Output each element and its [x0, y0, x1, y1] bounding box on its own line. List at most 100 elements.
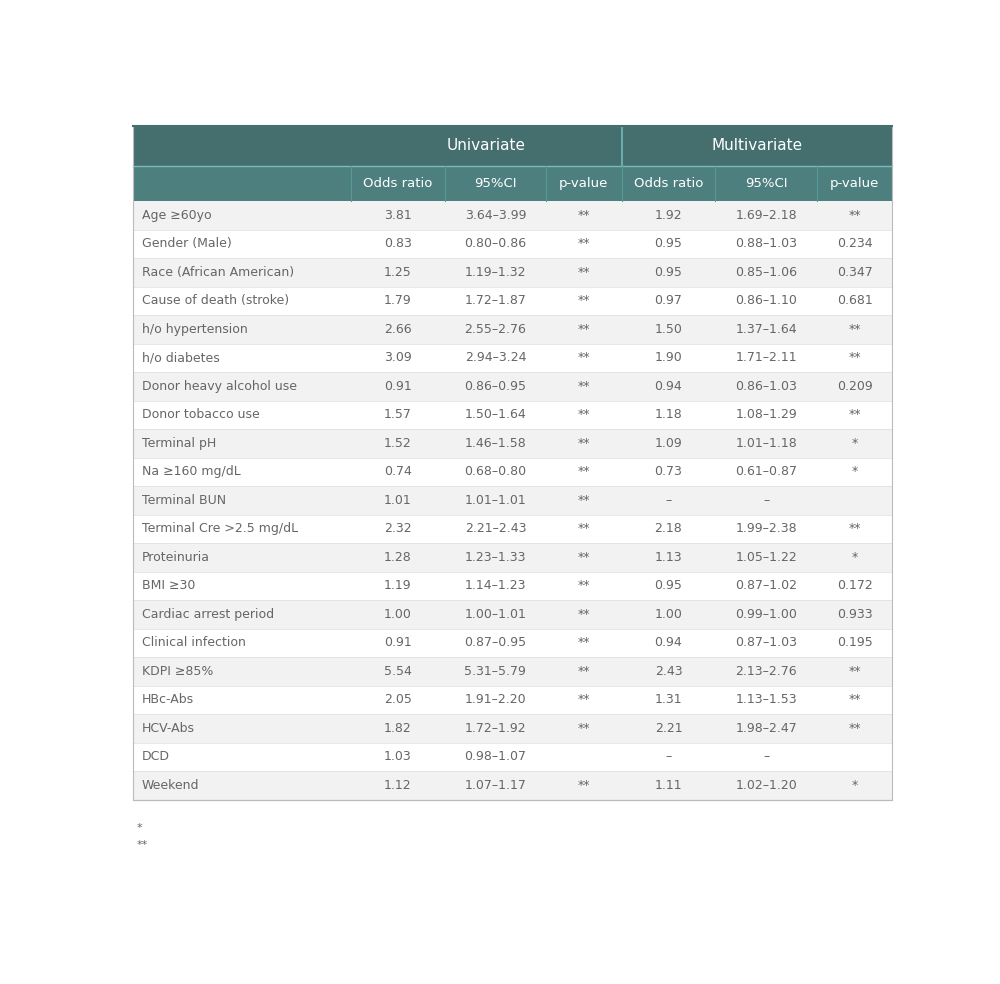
Text: HCV-Abs: HCV-Abs — [142, 722, 195, 735]
Text: 1.79: 1.79 — [384, 294, 412, 307]
Bar — [133, 166, 892, 202]
Text: 1.31: 1.31 — [655, 694, 682, 707]
Text: Proteinuria: Proteinuria — [142, 551, 210, 564]
Text: **: ** — [578, 266, 590, 279]
Text: 1.91–2.20: 1.91–2.20 — [465, 694, 526, 707]
Bar — [133, 486, 892, 515]
Text: 2.13–2.76: 2.13–2.76 — [735, 665, 797, 678]
Text: Odds ratio: Odds ratio — [634, 177, 703, 190]
Text: **: ** — [578, 209, 590, 222]
Text: **: ** — [848, 665, 861, 678]
Text: **: ** — [578, 351, 590, 364]
Text: 0.234: 0.234 — [837, 237, 872, 251]
Text: **: ** — [848, 408, 861, 421]
Text: Age ≥60yo: Age ≥60yo — [142, 209, 212, 222]
Text: 0.87–0.95: 0.87–0.95 — [464, 637, 526, 649]
Text: 2.05: 2.05 — [384, 694, 412, 707]
Text: 1.98–2.47: 1.98–2.47 — [735, 722, 797, 735]
Text: *: * — [137, 823, 142, 832]
Bar — [133, 515, 892, 543]
Text: 1.72–1.87: 1.72–1.87 — [464, 294, 526, 307]
Text: *: * — [851, 437, 858, 450]
Text: **: ** — [848, 209, 861, 222]
Text: BMI ≥30: BMI ≥30 — [142, 580, 195, 592]
Text: 0.86–0.95: 0.86–0.95 — [464, 380, 526, 393]
Bar — [133, 657, 892, 686]
Text: –: – — [665, 750, 672, 764]
Text: 95%CI: 95%CI — [474, 177, 517, 190]
Text: p-value: p-value — [830, 177, 879, 190]
Text: **: ** — [578, 722, 590, 735]
Text: 0.95: 0.95 — [655, 266, 682, 279]
Text: 1.28: 1.28 — [384, 551, 412, 564]
Text: 0.73: 0.73 — [655, 465, 682, 478]
Text: 1.00–1.01: 1.00–1.01 — [464, 608, 526, 621]
Text: 0.80–0.86: 0.80–0.86 — [464, 237, 526, 251]
Text: 1.01–1.01: 1.01–1.01 — [465, 494, 526, 507]
Text: 3.64–3.99: 3.64–3.99 — [465, 209, 526, 222]
Text: h/o hypertension: h/o hypertension — [142, 323, 248, 336]
Text: 1.90: 1.90 — [655, 351, 682, 364]
Bar — [133, 714, 892, 743]
Text: **: ** — [578, 694, 590, 707]
Bar — [133, 400, 892, 429]
Text: 3.09: 3.09 — [384, 351, 412, 364]
Text: 0.87–1.03: 0.87–1.03 — [735, 637, 797, 649]
Text: *: * — [851, 551, 858, 564]
Text: **: ** — [578, 237, 590, 251]
Text: **: ** — [848, 694, 861, 707]
Text: 1.18: 1.18 — [655, 408, 682, 421]
Text: 0.61–0.87: 0.61–0.87 — [735, 465, 797, 478]
Text: 5.31–5.79: 5.31–5.79 — [464, 665, 526, 678]
Bar — [133, 202, 892, 229]
Text: **: ** — [578, 637, 590, 649]
Text: 1.46–1.58: 1.46–1.58 — [465, 437, 526, 450]
Text: 3.81: 3.81 — [384, 209, 412, 222]
Bar — [133, 686, 892, 714]
Text: Gender (Male): Gender (Male) — [142, 237, 232, 251]
Text: *: * — [851, 778, 858, 792]
Text: KDPI ≥85%: KDPI ≥85% — [142, 665, 213, 678]
Bar — [133, 572, 892, 600]
Bar — [133, 458, 892, 486]
Bar — [133, 286, 892, 315]
Text: 1.23–1.33: 1.23–1.33 — [465, 551, 526, 564]
Bar — [133, 126, 892, 166]
Text: Donor tobacco use: Donor tobacco use — [142, 408, 260, 421]
Text: 1.02–1.20: 1.02–1.20 — [735, 778, 797, 792]
Text: 1.50: 1.50 — [655, 323, 682, 336]
Text: –: – — [665, 494, 672, 507]
Text: 0.68–0.80: 0.68–0.80 — [464, 465, 526, 478]
Bar — [133, 629, 892, 657]
Text: 1.19: 1.19 — [384, 580, 412, 592]
Text: 2.32: 2.32 — [384, 523, 412, 535]
Text: 1.52: 1.52 — [384, 437, 412, 450]
Text: 2.94–3.24: 2.94–3.24 — [465, 351, 526, 364]
Text: **: ** — [578, 437, 590, 450]
Text: Na ≥160 mg/dL: Na ≥160 mg/dL — [142, 465, 241, 478]
Bar — [133, 372, 892, 400]
Text: 1.03: 1.03 — [384, 750, 412, 764]
Bar — [133, 771, 892, 800]
Text: Cause of death (stroke): Cause of death (stroke) — [142, 294, 289, 307]
Text: 2.55–2.76: 2.55–2.76 — [464, 323, 526, 336]
Text: Terminal pH: Terminal pH — [142, 437, 216, 450]
Text: 2.43: 2.43 — [655, 665, 682, 678]
Text: 0.94: 0.94 — [655, 637, 682, 649]
Text: 1.11: 1.11 — [655, 778, 682, 792]
Text: Cardiac arrest period: Cardiac arrest period — [142, 608, 274, 621]
Text: 1.09: 1.09 — [655, 437, 682, 450]
Text: Univariate: Univariate — [447, 139, 526, 154]
Text: 1.72–1.92: 1.72–1.92 — [465, 722, 526, 735]
Text: 0.95: 0.95 — [655, 237, 682, 251]
Text: 0.74: 0.74 — [384, 465, 412, 478]
Text: 1.92: 1.92 — [655, 209, 682, 222]
Text: **: ** — [578, 523, 590, 535]
Text: **: ** — [578, 408, 590, 421]
Text: 0.97: 0.97 — [655, 294, 682, 307]
Text: 1.19–1.32: 1.19–1.32 — [465, 266, 526, 279]
Text: 1.01–1.18: 1.01–1.18 — [735, 437, 797, 450]
Text: 0.87–1.02: 0.87–1.02 — [735, 580, 797, 592]
Text: 1.00: 1.00 — [655, 608, 682, 621]
Text: Terminal Cre >2.5 mg/dL: Terminal Cre >2.5 mg/dL — [142, 523, 298, 535]
